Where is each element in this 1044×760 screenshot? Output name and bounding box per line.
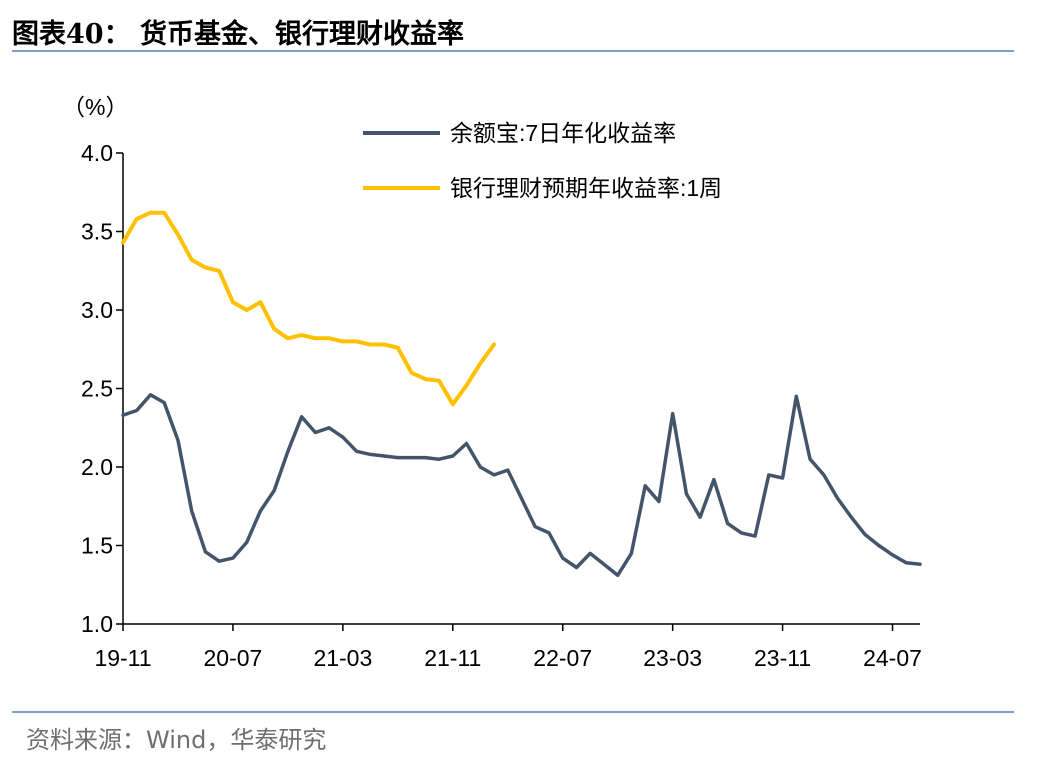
y-tick-label: 2.5	[81, 376, 113, 402]
x-tick-label: 23-11	[754, 645, 811, 671]
y-tick-label: 1.5	[81, 533, 113, 559]
x-tick-label: 22-07	[533, 645, 592, 671]
y-axis-label: （%）	[62, 94, 128, 120]
chart-series	[121, 210, 922, 578]
series-line-2	[121, 210, 496, 407]
source-divider	[12, 711, 1014, 713]
legend-label-2: 银行理财预期年收益率:1周	[450, 175, 722, 201]
series-line-1	[121, 393, 922, 578]
x-tick-label: 20-07	[204, 645, 263, 671]
x-tick-label: 24-07	[863, 645, 922, 671]
y-tick-label: 3.5	[81, 219, 113, 245]
chart-axes: 1.0 1.5 2.0 2.5 3.0 3.5 4.0 （%） 19-11 20-07 21-03 2…	[62, 94, 922, 671]
x-tick-label: 19-11	[94, 645, 151, 671]
y-tick-label: 1.0	[81, 611, 113, 637]
legend-label-1: 余额宝:7日年化收益率	[450, 120, 676, 146]
source-note: 资料来源：Wind，华泰研究	[26, 726, 327, 754]
chart: 1.0 1.5 2.0 2.5 3.0 3.5 4.0 （%） 19-11 20-07 21-03 2…	[62, 94, 922, 671]
y-tick-label: 2.0	[81, 454, 113, 480]
title-divider	[12, 50, 1014, 52]
x-tick-label: 23-03	[643, 645, 702, 671]
y-tick-label: 4.0	[81, 140, 113, 166]
x-tick-label: 21-11	[424, 645, 481, 671]
chart-title: 图表40： 货币基金、银行理财收益率	[12, 19, 464, 50]
x-tick-label: 21-03	[313, 645, 372, 671]
y-tick-label: 3.0	[81, 297, 113, 323]
